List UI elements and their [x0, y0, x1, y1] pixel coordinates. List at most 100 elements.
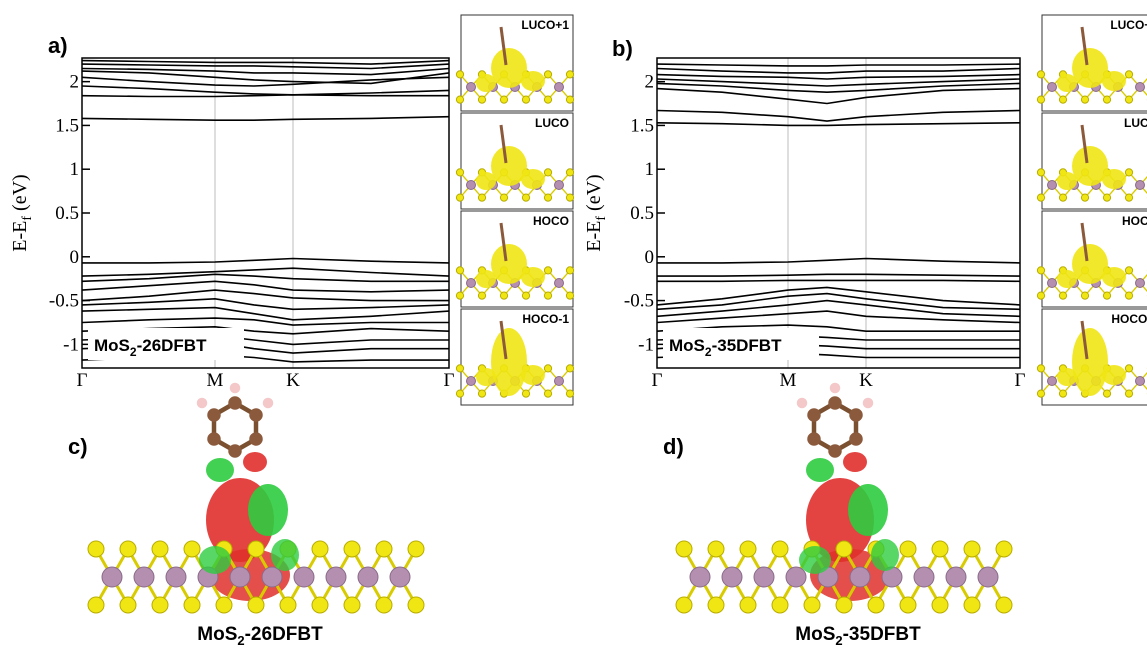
sulfur-atom: [675, 540, 693, 558]
sulfur-atom: [87, 540, 105, 558]
density-lobe: [871, 539, 899, 571]
sulfur-atom: [803, 596, 821, 614]
sulfur-atom: [739, 540, 757, 558]
sulfur-atom: [499, 291, 509, 300]
mo-atom: [945, 566, 967, 588]
sulfur-atom: [477, 389, 487, 398]
carbon-atom: [807, 432, 821, 446]
y-tick-label: -0.5: [49, 291, 79, 312]
density-lobe: [843, 452, 867, 472]
density-lobe: [799, 546, 831, 574]
band-line: [657, 63, 1020, 67]
mo-atom: [753, 566, 775, 588]
sulfur-atom: [455, 70, 465, 79]
mo-atom: [325, 566, 347, 588]
band-line: [657, 324, 1020, 332]
band-line: [657, 273, 1020, 277]
sulfur-atom: [183, 540, 201, 558]
band-line: [657, 299, 1020, 318]
orbital-lobe: [1102, 71, 1126, 91]
sulfur-atom: [565, 168, 575, 177]
annotation-main: MoS: [94, 336, 130, 355]
annotation-sub: 2: [130, 345, 137, 359]
sulfur-atom: [455, 95, 465, 104]
sulfur-atom: [543, 70, 553, 79]
sulfur-atom: [675, 596, 693, 614]
chain: [499, 320, 508, 360]
mo-atom: [1135, 376, 1145, 386]
band-line: [657, 73, 1020, 80]
sulfur-atom: [565, 193, 575, 202]
y-axis-label-main: E-E: [583, 221, 605, 252]
mo-atom: [849, 566, 871, 588]
carbon-atom: [249, 432, 263, 446]
orbital-lobe: [1057, 172, 1077, 190]
sulfur-atom: [995, 540, 1013, 558]
sulfur-atom: [247, 596, 265, 614]
sulfur-atom: [343, 540, 361, 558]
y-tick-label: -0.5: [624, 291, 654, 312]
structure: d): [663, 382, 1013, 614]
orbital-panel: LUCO: [1036, 112, 1147, 210]
sulfur-atom: [707, 596, 725, 614]
orbital-lobe: [1072, 244, 1108, 284]
carbon-atom: [249, 408, 263, 422]
sulfur-atom: [477, 193, 487, 202]
mo-atom: [554, 180, 564, 190]
sulfur-atom: [931, 596, 949, 614]
sulfur-atom: [375, 540, 393, 558]
band-chart: Γ M K Γ-1-0.500.511.52a)LUCO+1LUCOHOCOHOCO-…: [48, 14, 575, 406]
sulfur-atom: [119, 596, 137, 614]
y-tick-label: 0.5: [630, 203, 654, 224]
sulfur-atom: [1058, 291, 1068, 300]
sulfur-atom: [1102, 193, 1112, 202]
sulfur-atom: [899, 596, 917, 614]
sulfur-atom: [407, 540, 425, 558]
sulfur-atom: [995, 596, 1013, 614]
orbital-panel: LUCO: [455, 112, 575, 210]
band-line: [82, 76, 449, 87]
caption: MoS2-35DFBT: [795, 624, 921, 648]
orbital-lobe: [476, 74, 496, 92]
mo-atom: [466, 82, 476, 92]
sulfur-atom: [771, 596, 789, 614]
mo-atom: [101, 566, 123, 588]
carbon-atom: [228, 396, 242, 410]
sulfur-atom: [1036, 70, 1046, 79]
mo-atom: [293, 566, 315, 588]
panel-label: a): [48, 33, 68, 58]
y-axis-label-rest: (eV): [9, 174, 31, 216]
sulfur-atom: [151, 540, 169, 558]
orbital-label: HOCO-1: [1111, 312, 1147, 326]
mo-atom: [554, 82, 564, 92]
sulfur-atom: [1036, 193, 1046, 202]
sulfur-atom: [1080, 193, 1090, 202]
sulfur-atom: [247, 540, 265, 558]
annotation: MoS2-26DFBT: [94, 336, 207, 359]
sulfur-atom: [1036, 266, 1046, 275]
band-line: [657, 292, 1020, 311]
carbon-atom: [207, 432, 221, 446]
band-line: [82, 267, 449, 277]
band-line: [657, 87, 1020, 105]
sulfur-atom: [521, 95, 531, 104]
sulfur-atom: [543, 291, 553, 300]
orbital-lobe: [476, 368, 496, 386]
band-line: [82, 273, 449, 283]
orbital-panel: HOCO-1: [455, 308, 575, 406]
sulfur-atom: [477, 291, 487, 300]
orbital-lobe: [521, 169, 545, 189]
carbon-atom: [828, 444, 842, 458]
orbital-lobe: [1072, 328, 1108, 396]
band-chart: Γ M K Γ -1 -0.5 0 0.5 1 1.5 2 b) LUCO+1 LUCO HOCO HOCO-…: [612, 14, 1147, 406]
mo-atom: [785, 566, 807, 588]
y-tick-label: -1: [63, 334, 79, 355]
mo-atom: [554, 376, 564, 386]
annotation-main: MoS: [669, 336, 705, 355]
band-line: [82, 306, 449, 321]
mo-atom: [466, 376, 476, 386]
sulfur-atom: [1124, 291, 1134, 300]
orbital-label: LUCO+1: [521, 18, 569, 32]
sulfur-atom: [1036, 364, 1046, 373]
y-axis-label-sub: f: [594, 216, 609, 221]
